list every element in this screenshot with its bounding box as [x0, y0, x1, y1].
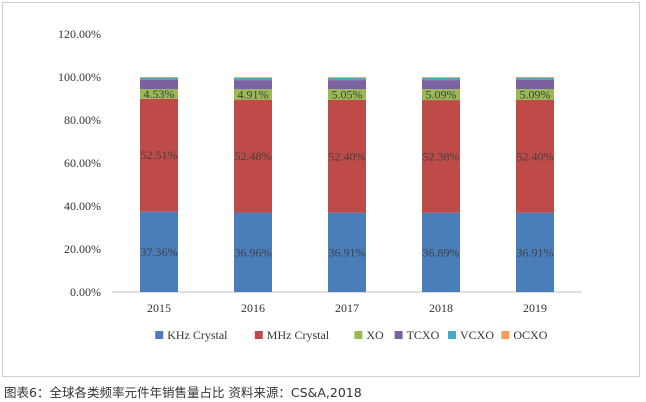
bar-segment [516, 212, 554, 292]
legend-swatch [394, 331, 403, 339]
bar-segment [234, 80, 272, 90]
bar-segment [422, 89, 460, 101]
bar-segment [422, 80, 460, 90]
data-label: 36.96% [235, 245, 272, 259]
bar-segment [516, 77, 554, 78]
legend-swatch [448, 331, 456, 339]
data-label: 4.91% [238, 87, 269, 101]
bar-segment [422, 212, 460, 292]
bar-segment [422, 77, 460, 81]
data-label: 52.38% [423, 149, 460, 163]
legend-label: OCXO [513, 328, 547, 342]
y-tick-label: 100.00% [58, 70, 101, 84]
data-label: 52.40% [517, 149, 554, 163]
bar-segment [328, 99, 366, 213]
legend-swatch [155, 331, 164, 339]
data-label: 36.91% [329, 245, 366, 259]
bar-segment [140, 77, 178, 78]
y-tick-label: 120.00% [58, 27, 101, 41]
bar-segment [140, 77, 178, 81]
y-tick-label: 40.00% [64, 199, 101, 213]
data-label: 36.91% [517, 245, 554, 259]
bar-segment [328, 89, 366, 100]
data-label: 4.53% [144, 87, 175, 101]
bar-segment [234, 77, 272, 78]
data-label: 52.51% [141, 148, 178, 162]
bar-segment [234, 212, 272, 292]
bar-segment [140, 211, 178, 292]
legend-swatch [501, 331, 510, 339]
x-tick-label: 2015 [147, 301, 171, 315]
bar-segment [234, 99, 272, 213]
bar-segment [140, 98, 178, 212]
data-label: 5.05% [332, 88, 363, 102]
legend-label: KHz Crystal [167, 328, 228, 342]
legend-label: XO [366, 328, 384, 342]
data-label: 52.40% [329, 149, 366, 163]
bar-segment [422, 77, 460, 78]
x-tick-label: 2019 [523, 301, 547, 315]
bar-segment [328, 212, 366, 292]
bar-segment [140, 89, 178, 99]
bar-segment [516, 89, 554, 100]
legend-label: TCXO [407, 328, 440, 342]
y-tick-label: 60.00% [64, 156, 101, 170]
legend-swatch [254, 331, 263, 339]
data-label: 5.09% [520, 88, 551, 102]
y-tick-label: 80.00% [64, 113, 101, 127]
legend-label: VCXO [460, 328, 494, 342]
bar-segment [516, 77, 554, 81]
bar-segment [516, 80, 554, 90]
bar-segment [140, 80, 178, 90]
legend-swatch [354, 331, 363, 339]
bar-segment [234, 77, 272, 81]
bar-segment [328, 77, 366, 78]
data-label: 5.09% [426, 88, 457, 102]
x-tick-label: 2017 [335, 301, 359, 315]
data-label: 36.89% [423, 245, 460, 259]
bar-segment [328, 77, 366, 81]
stacked-bar-chart: 0.00% 20.00% 40.00% 60.00% 80.00% 100.00% 120.… [58, 27, 582, 342]
figure-caption: 图表6：全球各类频率元件年销售量占比 资料来源：CS&A,2018 [4, 385, 362, 400]
y-tick-label: 20.00% [64, 242, 101, 256]
bar-segment [328, 80, 366, 90]
bar-segment [234, 89, 272, 100]
bar-segment [516, 99, 554, 213]
x-tick-label: 2016 [241, 301, 265, 315]
y-tick-label: 0.00% [70, 285, 101, 299]
legend-label: MHz Crystal [267, 328, 330, 342]
bar-segment [422, 100, 460, 213]
data-label: 37.36% [141, 245, 178, 259]
data-label: 52.48% [235, 149, 272, 163]
x-tick-label: 2018 [429, 301, 453, 315]
